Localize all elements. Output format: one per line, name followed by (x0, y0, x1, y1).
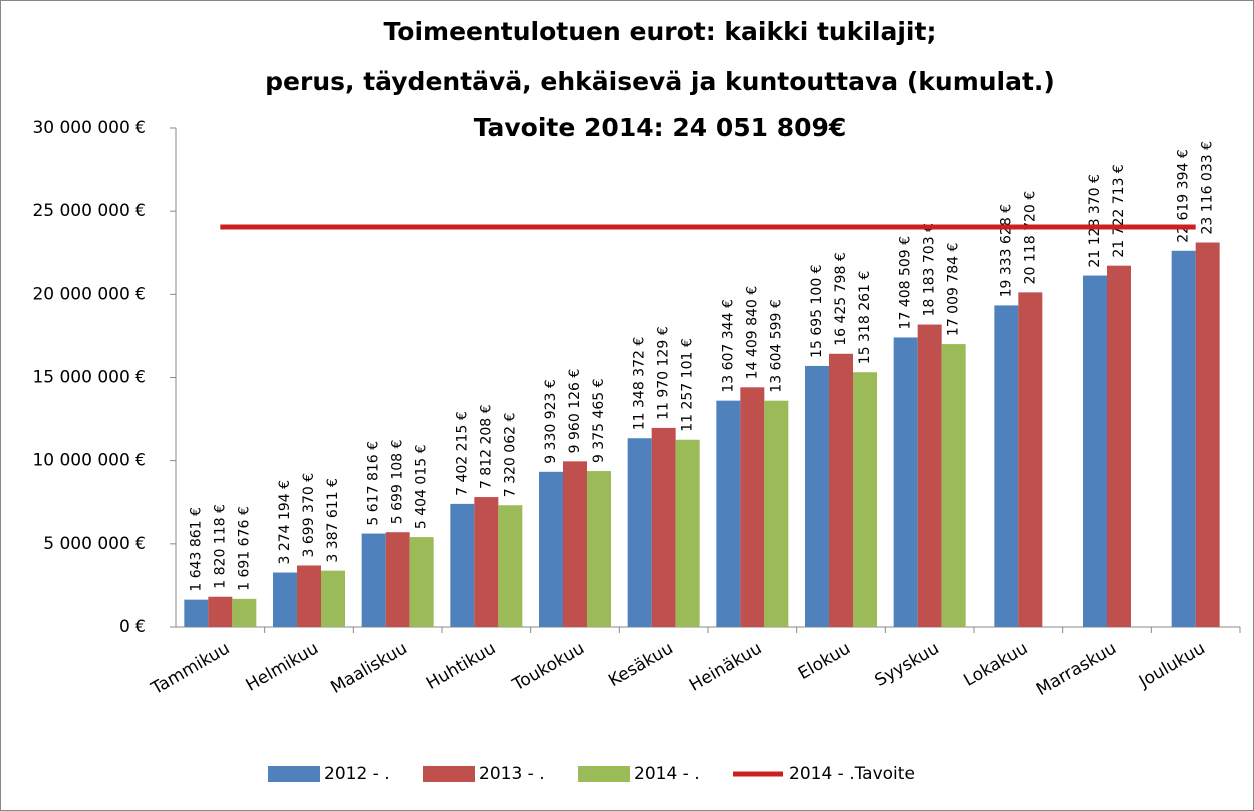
y-tick-label: 25 000 000 € (32, 201, 146, 221)
bar (563, 461, 587, 627)
value-label: 17 408 509 € (898, 236, 914, 330)
value-label: 3 699 370 € (301, 473, 317, 558)
y-tick-label: 20 000 000 € (32, 284, 146, 304)
bar (232, 598, 257, 627)
value-label: 19 333 628 € (998, 204, 1014, 298)
bar (273, 572, 297, 627)
value-label: 5 617 816 € (366, 441, 382, 526)
legend-label: 2014 - .Tavoite (789, 764, 915, 784)
bar (764, 400, 789, 627)
chart-title: Tavoite 2014: 24 051 809€ (474, 113, 847, 142)
value-label: 7 320 062 € (502, 413, 518, 498)
value-label: 3 274 194 € (277, 480, 293, 565)
value-label: 16 425 798 € (833, 252, 849, 346)
value-label: 9 330 923 € (543, 379, 559, 464)
bar (1018, 292, 1043, 627)
chart-title: perus, täydentävä, ehkäisevä ja kuntoutt… (265, 67, 1055, 96)
bar (450, 503, 475, 627)
value-label: 5 404 015 € (414, 445, 430, 530)
legend-label: 2014 - . (634, 764, 700, 784)
bar (1107, 265, 1131, 627)
bar (716, 400, 741, 627)
bar (587, 471, 611, 627)
bar (917, 324, 942, 627)
chart-title: Toimeentulotuen eurot: kaikki tukilajit; (384, 17, 937, 46)
value-label: 23 116 033 € (1200, 141, 1216, 235)
value-label: 15 695 100 € (809, 264, 825, 358)
bar (474, 497, 499, 627)
legend-label: 2013 - . (479, 764, 545, 784)
y-tick-label: 15 000 000 € (32, 368, 146, 388)
bar (208, 596, 233, 627)
bar (627, 438, 652, 627)
value-label: 7 812 208 € (478, 404, 494, 489)
bar (385, 532, 410, 627)
value-label: 11 970 129 € (656, 326, 672, 420)
bar (829, 353, 853, 627)
value-label: 11 257 101 € (680, 338, 696, 432)
y-tick-label: 10 000 000 € (32, 451, 146, 471)
bar (941, 344, 966, 627)
legend-label: 2012 - . (324, 764, 390, 784)
bar (409, 537, 434, 627)
legend-swatch (268, 766, 320, 782)
y-tick-label: 0 € (119, 617, 146, 637)
value-label: 9 960 126 € (567, 369, 583, 454)
value-label: 21 722 713 € (1111, 164, 1127, 258)
value-label: 15 318 261 € (857, 271, 873, 365)
bar (297, 565, 321, 627)
value-label: 13 607 344 € (720, 299, 736, 393)
value-label: 3 387 611 € (325, 478, 341, 563)
bar (740, 387, 765, 627)
bar (893, 337, 918, 627)
bar (498, 505, 523, 627)
bar (321, 570, 345, 627)
bar (184, 599, 209, 627)
y-tick-label: 5 000 000 € (43, 534, 146, 554)
bar (651, 427, 676, 627)
value-label: 1 820 118 € (212, 504, 228, 589)
value-label: 18 183 703 € (922, 223, 938, 317)
value-label: 1 643 861 € (188, 507, 204, 592)
value-label: 9 375 465 € (591, 378, 607, 463)
value-label: 14 409 840 € (744, 286, 760, 380)
value-label: 11 348 372 € (632, 337, 648, 431)
bar (539, 471, 563, 627)
value-label: 7 402 215 € (454, 411, 470, 496)
value-label: 17 009 784 € (946, 243, 962, 337)
value-label: 20 118 720 € (1022, 191, 1038, 285)
bar (805, 365, 829, 627)
value-label: 21 128 370 € (1087, 174, 1103, 268)
y-tick-label: 30 000 000 € (32, 118, 146, 138)
bar (853, 372, 877, 627)
bar (994, 305, 1019, 627)
value-label: 1 691 676 € (236, 506, 252, 591)
value-label: 5 699 108 € (390, 440, 406, 525)
bar (1195, 242, 1220, 628)
legend-swatch (423, 766, 475, 782)
bar (675, 439, 700, 627)
bar (1083, 275, 1107, 627)
bar (1171, 250, 1196, 627)
value-label: 22 619 394 € (1176, 149, 1192, 243)
legend-swatch (578, 766, 630, 782)
bar (361, 533, 386, 627)
value-label: 13 604 599 € (768, 299, 784, 393)
